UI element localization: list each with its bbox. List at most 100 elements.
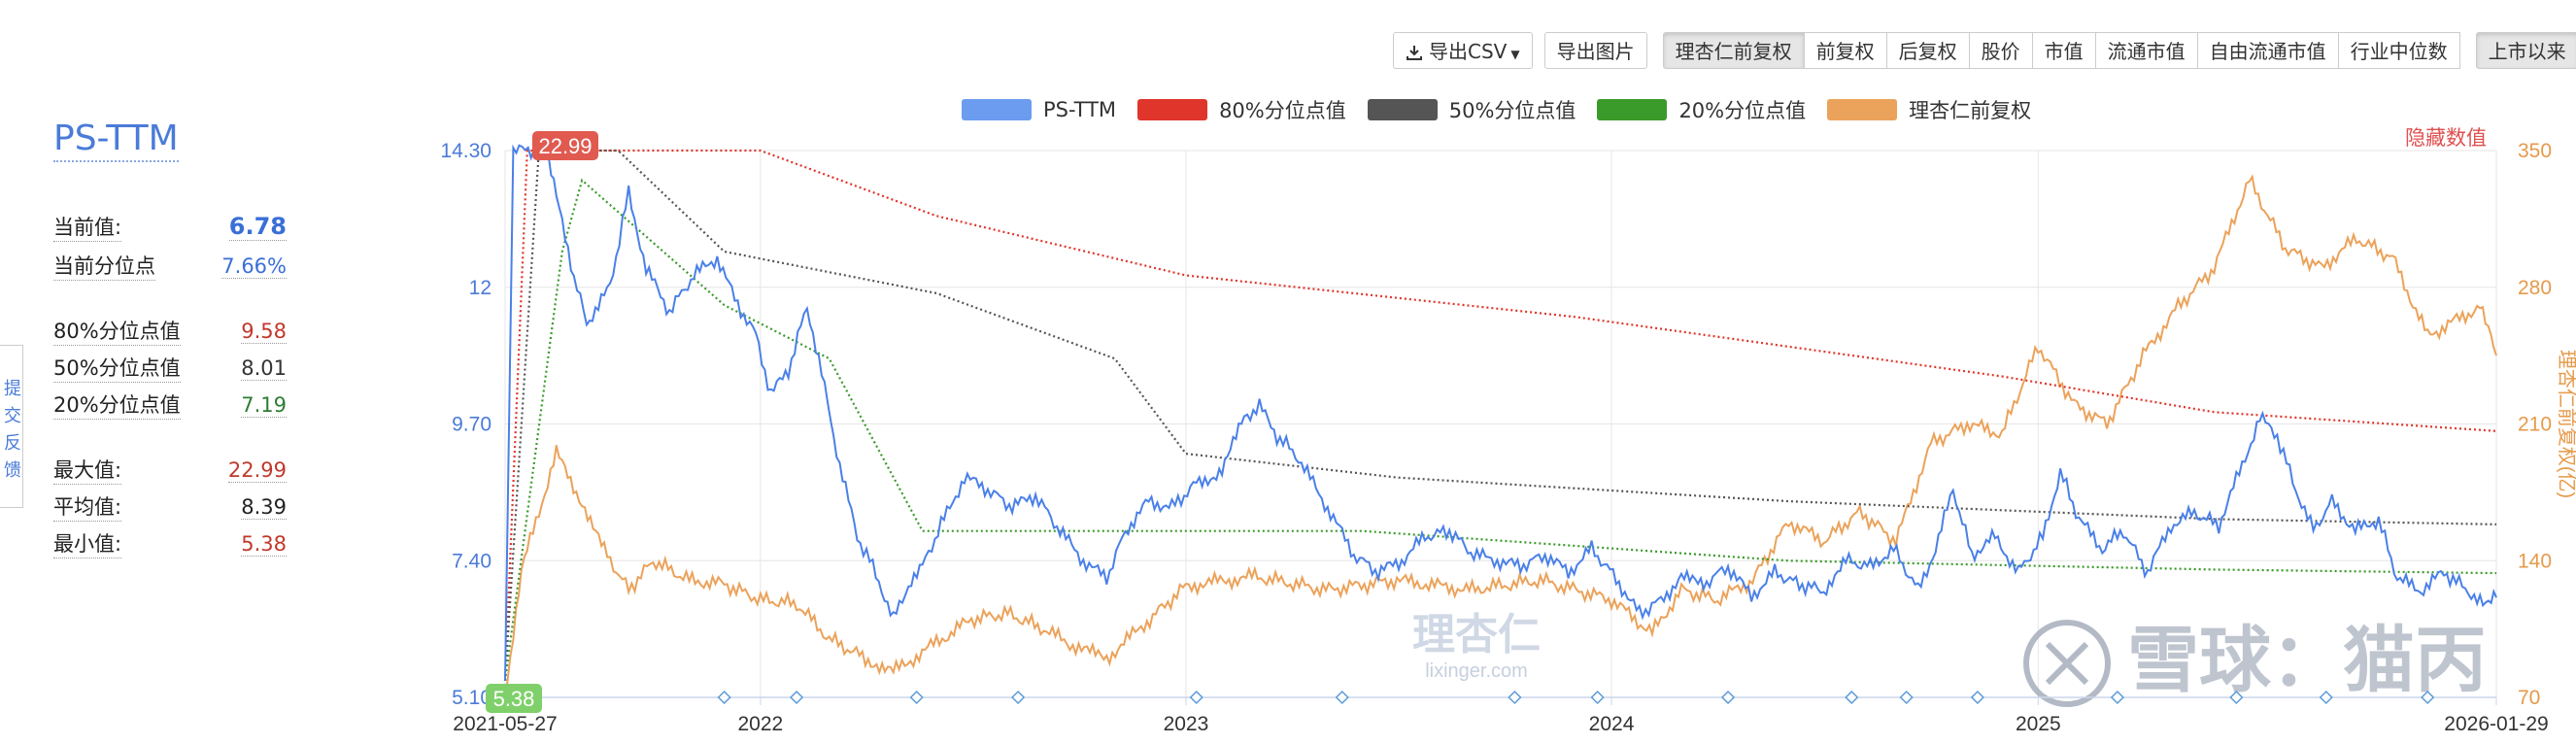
stat-value: 22.99 bbox=[227, 458, 287, 483]
event-marker-icon bbox=[1508, 690, 1522, 705]
event-marker-icon bbox=[717, 690, 731, 705]
event-marker-icon bbox=[909, 690, 924, 705]
stat-row: 当前分位点 7.66% bbox=[53, 251, 287, 281]
download-icon bbox=[1407, 46, 1422, 60]
stat-value: 7.19 bbox=[241, 393, 287, 418]
stat-value: 5.38 bbox=[241, 532, 287, 557]
min-label-box bbox=[486, 684, 542, 713]
chart-grid bbox=[504, 150, 2497, 698]
y-right-tick-label: 70 bbox=[2518, 687, 2540, 709]
x-tick-label: 2022 bbox=[737, 713, 783, 735]
stat-row: 当前值: 6.78 bbox=[53, 212, 287, 242]
export-image-button[interactable]: 导出图片 bbox=[1543, 32, 1647, 69]
feedback-tab[interactable]: 提交反馈 bbox=[0, 345, 23, 508]
time-range-group: 上市以来3年1年 bbox=[2475, 32, 2576, 69]
legend-label: 50%分位点值 bbox=[1448, 99, 1576, 122]
stat-label: 20%分位点值 bbox=[53, 389, 181, 420]
y-left-tick-label: 12 bbox=[469, 277, 491, 299]
caret-down-icon: ▼ bbox=[1510, 48, 1520, 61]
adjust-option-6[interactable]: 自由流通市值 bbox=[2196, 32, 2339, 69]
x-tick-label: 2021-05-27 bbox=[453, 713, 557, 735]
stat-label: 当前值: bbox=[53, 212, 122, 242]
legend-item[interactable]: 20%分位点值 bbox=[1597, 95, 1806, 124]
stat-label: 80%分位点值 bbox=[53, 316, 181, 346]
chart-series bbox=[503, 144, 2497, 704]
stat-row: 50%分位点值 8.01 bbox=[53, 353, 287, 383]
adjust-option-0[interactable]: 理杏仁前复权 bbox=[1662, 32, 1805, 69]
watermark-url: lixinger.com bbox=[1425, 660, 1528, 682]
stat-label: 50%分位点值 bbox=[53, 353, 181, 383]
series-line-2 bbox=[503, 149, 2497, 681]
y-left-tick-label: 14.30 bbox=[440, 140, 491, 162]
event-marker-icon bbox=[1720, 690, 1736, 705]
corner-watermark: 雪球：猫丙 bbox=[2023, 619, 2487, 707]
series-line-1 bbox=[503, 149, 2497, 681]
legend-item[interactable]: 50%分位点值 bbox=[1367, 95, 1576, 124]
series-line-3 bbox=[503, 178, 2497, 682]
max-label-box bbox=[532, 131, 598, 160]
legend-item[interactable]: 理杏仁前复权 bbox=[1827, 95, 2031, 124]
hide-values-link[interactable]: 隐藏数值 bbox=[2405, 126, 2487, 150]
legend-swatch bbox=[1597, 99, 1668, 120]
max-label: 22.99 bbox=[538, 134, 592, 158]
x-tick-label: 2025 bbox=[2016, 713, 2061, 735]
adjust-option-7[interactable]: 行业中位数 bbox=[2337, 32, 2460, 69]
legend-swatch bbox=[1367, 99, 1438, 120]
chart-markers: 22.99 5.38 bbox=[486, 131, 2435, 713]
range-option-0[interactable]: 上市以来 bbox=[2475, 32, 2576, 69]
y-right-tick-label: 350 bbox=[2518, 140, 2552, 162]
stat-value: 8.01 bbox=[241, 356, 287, 381]
stat-value: 8.39 bbox=[241, 495, 287, 520]
y-right-tick-label: 280 bbox=[2518, 277, 2552, 299]
y-left-tick-label: 9.70 bbox=[452, 414, 491, 436]
corner-watermark-text: 雪球：猫丙 bbox=[2127, 619, 2487, 702]
adjust-option-4[interactable]: 市值 bbox=[2031, 32, 2096, 69]
stat-value: 9.58 bbox=[241, 320, 287, 344]
adjust-option-3[interactable]: 股价 bbox=[1968, 32, 2033, 69]
event-marker-icon bbox=[1335, 690, 1349, 705]
event-marker-icon bbox=[2421, 690, 2435, 705]
chart-toolbar: 导出CSV ▼ 导出图片 理杏仁前复权 前复权 后复权 股价 市值 流通市值 自由流通市值 行业… bbox=[1393, 30, 2576, 71]
adjust-option-2[interactable]: 后复权 bbox=[1885, 32, 1970, 69]
stat-value: 6.78 bbox=[228, 213, 287, 241]
series-line-0 bbox=[504, 144, 2497, 681]
legend-swatch bbox=[1137, 99, 1208, 120]
adjust-type-group: 理杏仁前复权 前复权 后复权 股价 市值 流通市值 自由流通市值 行业中位数 bbox=[1662, 32, 2460, 69]
watermark-brand: 理杏仁 bbox=[1412, 610, 1541, 659]
chart-legend: PS-TTM 80%分位点值 50%分位点值 20%分位点值 理杏仁前复权 bbox=[962, 95, 2052, 124]
stat-label: 当前分位点 bbox=[53, 251, 155, 281]
event-marker-icon bbox=[2319, 690, 2333, 705]
stat-row: 最大值: 22.99 bbox=[53, 455, 287, 485]
legend-item[interactable]: 80%分位点值 bbox=[1137, 95, 1346, 124]
adjust-option-1[interactable]: 前复权 bbox=[1803, 32, 1887, 69]
x-tick-label: 2023 bbox=[1164, 713, 1209, 735]
y-left-tick-label: 5.10 bbox=[452, 687, 491, 709]
metric-title[interactable]: PS-TTM bbox=[53, 118, 179, 162]
y-left-tick-label: 7.40 bbox=[452, 550, 491, 572]
x-tick-label: 2026-01-29 bbox=[2444, 713, 2548, 735]
x-tick-label: 2024 bbox=[1589, 713, 1635, 735]
adjust-option-5[interactable]: 流通市值 bbox=[2094, 32, 2198, 69]
stat-value: 7.66% bbox=[221, 254, 287, 279]
legend-swatch bbox=[962, 99, 1032, 120]
legend-label: 20%分位点值 bbox=[1678, 99, 1807, 122]
y-right-axis-label: 理杏仁前复权(亿) bbox=[2556, 350, 2576, 498]
stat-label: 最小值: bbox=[53, 528, 122, 558]
legend-label: 理杏仁前复权 bbox=[1909, 99, 2032, 122]
event-marker-icon bbox=[1899, 690, 1914, 705]
y-right-tick-label: 210 bbox=[2518, 414, 2552, 436]
stat-row: 平均值: 8.39 bbox=[53, 491, 287, 522]
legend-item[interactable]: PS-TTM bbox=[962, 98, 1116, 121]
legend-label: PS-TTM bbox=[1043, 98, 1117, 121]
event-marker-icon bbox=[1590, 690, 1605, 705]
stat-row: 80%分位点值 9.58 bbox=[53, 316, 287, 346]
chart-axes: 5.10 7.40 9.70 12 14.30 70 140 210 280 350 理杏仁前复权(… bbox=[440, 140, 2576, 735]
event-marker-icon bbox=[1845, 690, 1859, 705]
export-csv-button[interactable]: 导出CSV ▼ bbox=[1393, 32, 1533, 69]
legend-label: 80%分位点值 bbox=[1219, 99, 1346, 122]
series-line-4 bbox=[504, 174, 2497, 704]
event-marker-icon bbox=[1189, 690, 1203, 705]
event-marker-icon bbox=[1970, 690, 1984, 705]
export-csv-label: 导出CSV bbox=[1429, 40, 1508, 63]
event-marker-icon bbox=[789, 690, 804, 705]
